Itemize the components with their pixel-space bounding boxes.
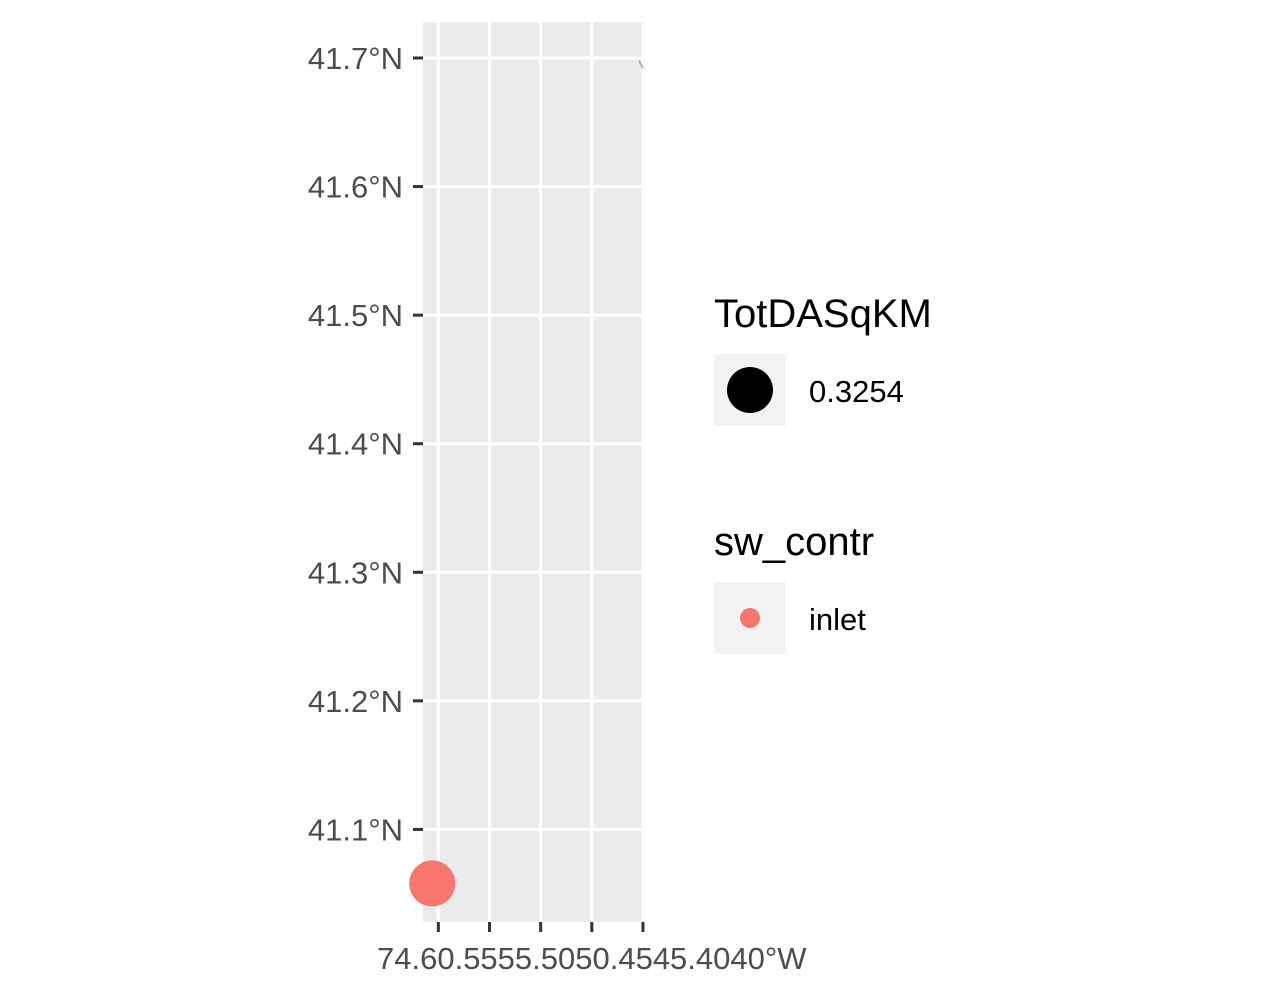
y-tick-label: 41.5°N xyxy=(308,298,403,333)
legend-title-color: sw_contr xyxy=(714,520,874,564)
y-axis: 41.1°N 41.2°N 41.3°N 41.4°N 41.5°N 41.6°N 41.7… xyxy=(308,41,423,847)
map-features xyxy=(638,60,644,69)
legend-color: sw_contr inlet xyxy=(714,520,874,654)
legend-size: TotDASqKM 0.3254 xyxy=(714,292,932,426)
y-tick-label: 41.4°N xyxy=(308,427,403,462)
data-point-inlet xyxy=(409,860,456,907)
data-points xyxy=(409,860,456,907)
y-tick-label: 41.6°N xyxy=(308,170,403,205)
x-tick-labels-overlapping: 74.60.5555.5050.4545.4040°W xyxy=(377,941,807,976)
x-axis: 74.60.5555.5050.4545.4040°W xyxy=(377,922,807,976)
y-tick-label: 41.2°N xyxy=(308,684,403,719)
legend-title-size: TotDASqKM xyxy=(714,292,932,336)
y-tick-label: 41.1°N xyxy=(308,812,403,847)
legend-label-size: 0.3254 xyxy=(809,374,904,409)
y-tick-label: 41.3°N xyxy=(308,555,403,590)
legend-key-circle-small xyxy=(740,608,760,628)
y-tick-label: 41.7°N xyxy=(308,41,403,76)
panel-background xyxy=(423,22,645,922)
legend-label-color: inlet xyxy=(809,602,866,637)
legend-key-circle-large xyxy=(727,367,773,413)
map-feature-streak xyxy=(638,60,644,69)
gridlines xyxy=(423,22,645,922)
